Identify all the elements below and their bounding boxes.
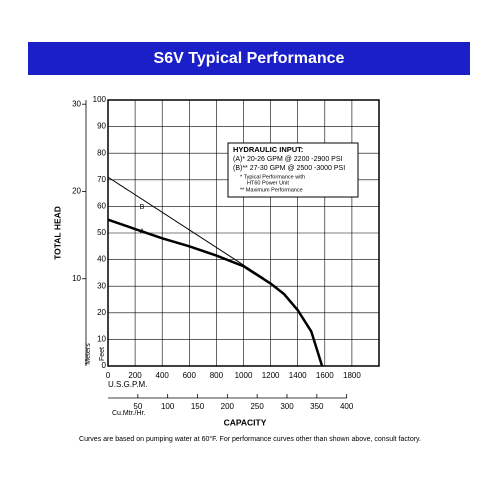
x-tick-label: 1000	[235, 371, 253, 380]
y-tick-label: 80	[97, 148, 106, 157]
x2-tick-label: 100	[161, 402, 175, 411]
y-tick-label: 100	[93, 95, 107, 104]
annotation: HYDRAULIC INPUT:	[233, 145, 303, 154]
series-line	[107, 176, 265, 279]
series-label: B	[140, 204, 145, 211]
x-axis-title: CAPACITY	[224, 417, 267, 427]
y2-tick-label: 30	[72, 99, 81, 108]
annotation: HT60 Power Unit	[247, 180, 289, 186]
x2-unit: Cu.Mtr./Hr.	[112, 410, 146, 417]
y-unit: Feet	[99, 347, 106, 361]
x-tick-label: 1400	[289, 371, 307, 380]
x-tick-label: 1200	[262, 371, 280, 380]
y2-tick-label: 20	[72, 187, 81, 196]
x-tick-label: 600	[183, 371, 197, 380]
title-banner	[28, 42, 470, 75]
x2-tick-label: 200	[221, 402, 235, 411]
y-tick-label: 20	[97, 308, 106, 317]
x-unit: U.S.G.P.M.	[108, 380, 147, 389]
series-line	[107, 218, 324, 367]
annotation-box	[227, 142, 359, 198]
x2-tick-label: 250	[250, 402, 264, 411]
y-tick-label: 40	[97, 255, 106, 264]
x-tick-label: 1800	[343, 371, 361, 380]
y-tick-label: 90	[97, 122, 106, 131]
y-tick-label: 0	[102, 361, 107, 370]
x2-tick-label: 50	[133, 402, 142, 411]
y-tick-label: 50	[97, 228, 106, 237]
x-tick-label: 800	[210, 371, 224, 380]
annotation: ** Maximum Performance	[240, 187, 303, 193]
y-tick-label: 70	[97, 175, 106, 184]
y-tick-label: 60	[97, 202, 106, 211]
x2-tick-label: 350	[310, 402, 324, 411]
y-axis-title: TOTAL HEAD	[52, 206, 62, 260]
annotation: (B)** 27-30 GPM @ 2500 -3000 PSI	[233, 165, 345, 172]
annotation: * Typical Performance with	[240, 174, 305, 180]
x-tick-label: 200	[128, 371, 142, 380]
y2-unit: Meters	[85, 343, 92, 365]
x-tick-label: 400	[156, 371, 170, 380]
x2-tick-label: 150	[191, 402, 205, 411]
series-label: A	[140, 228, 145, 235]
x-tick-label: 1600	[316, 371, 334, 380]
chart-title: S6V Typical Performance	[154, 50, 345, 67]
plot-frame	[107, 99, 380, 367]
x2-tick-label: 300	[280, 402, 294, 411]
x-tick-label: 0	[106, 371, 111, 380]
y-tick-label: 10	[97, 335, 106, 344]
x2-tick-label: 400	[340, 402, 354, 411]
footnote: Curves are based on pumping water at 60°…	[79, 435, 421, 443]
annotation: (A)* 20-26 GPM @ 2200 -2900 PSI	[233, 156, 342, 163]
y2-tick-label: 10	[72, 274, 81, 283]
y-tick-label: 30	[97, 281, 106, 290]
